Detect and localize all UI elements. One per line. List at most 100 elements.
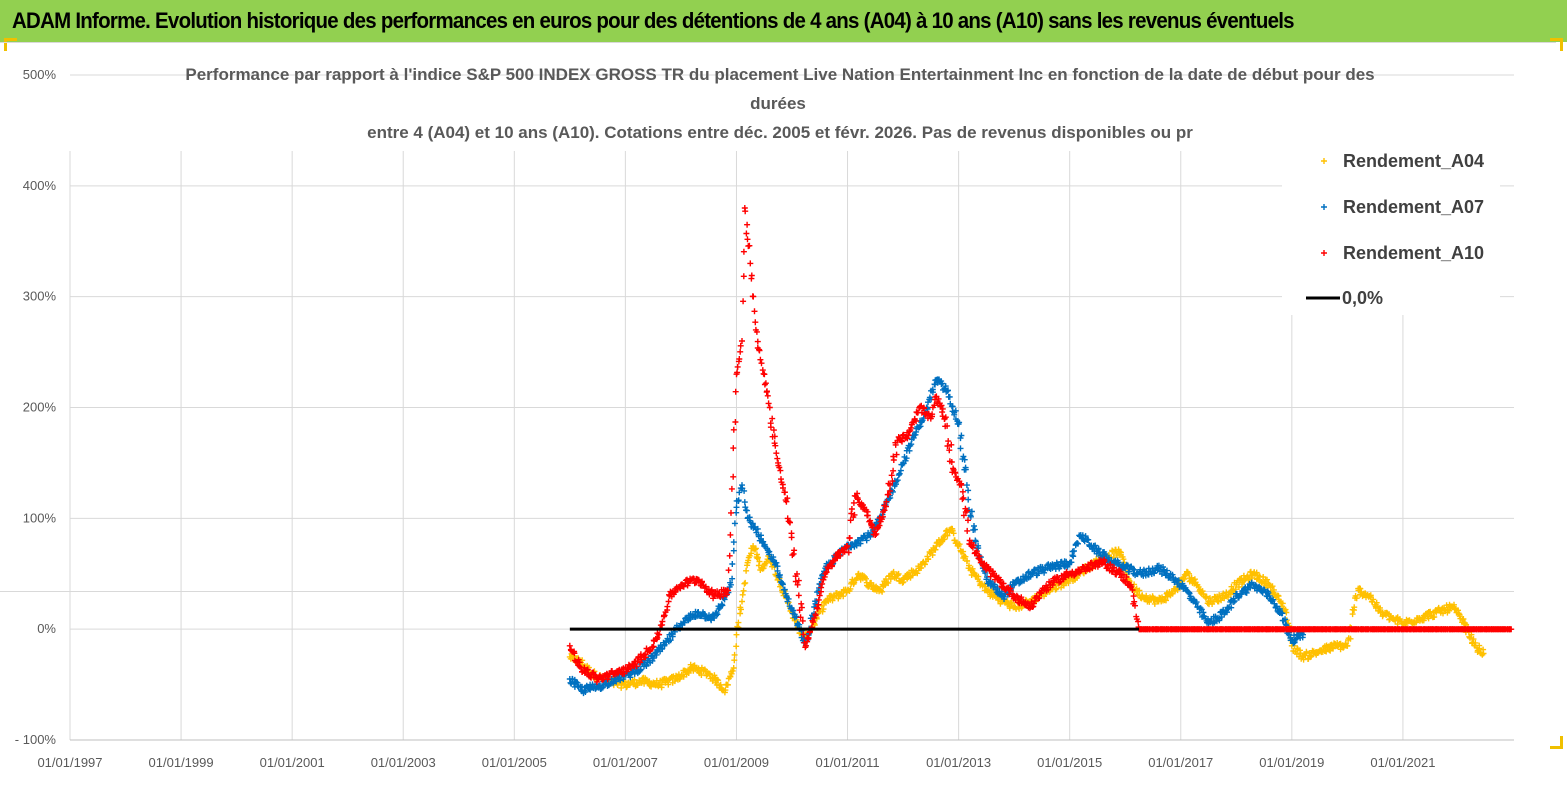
data-point (730, 445, 737, 452)
data-point (1373, 599, 1380, 606)
data-point (950, 530, 957, 537)
data-point (917, 423, 924, 430)
data-point (810, 619, 816, 625)
data-point (750, 293, 757, 300)
data-point (795, 592, 802, 599)
data-point (948, 459, 955, 465)
data-point (1168, 589, 1175, 596)
data-point (761, 371, 768, 378)
data-point (1472, 639, 1479, 646)
data-point (939, 405, 946, 412)
data-point (957, 445, 964, 452)
data-point (757, 356, 764, 363)
data-point (846, 535, 853, 541)
data-point (960, 494, 967, 501)
data-point (1018, 594, 1025, 601)
data-point (932, 546, 939, 553)
legend: Rendement_A04 Rendement_A07 Rendement_A10 0… (1282, 143, 1500, 315)
header-banner: ADAM Informe. Evolution historique des p… (0, 0, 1567, 42)
data-point (1182, 584, 1189, 591)
legend-label: 0,0% (1342, 288, 1383, 308)
data-point (801, 639, 808, 646)
data-point (964, 527, 971, 534)
data-point (987, 573, 994, 580)
data-point (850, 499, 857, 506)
data-point (643, 663, 650, 669)
data-point (782, 590, 789, 597)
data-point (1431, 614, 1438, 620)
data-point (952, 470, 959, 476)
data-point (566, 642, 573, 649)
data-point (825, 565, 832, 572)
data-point (1193, 599, 1200, 606)
chart-title-line-2: durées (750, 94, 806, 113)
data-point (893, 451, 900, 458)
data-point (773, 450, 780, 457)
scatter-chart: - 100%0%100%200%300%400%500% 01/01/1997 0… (0, 65, 1515, 770)
data-point (665, 598, 672, 605)
x-tick-label: 01/01/2001 (260, 755, 325, 770)
data-point (631, 670, 638, 677)
data-point (1009, 591, 1016, 598)
data-point (737, 348, 744, 355)
data-point (1036, 595, 1043, 602)
data-point (971, 523, 977, 529)
data-point (1041, 569, 1048, 576)
data-point (1049, 582, 1056, 588)
data-point (961, 456, 968, 463)
data-point (729, 575, 736, 582)
data-point (939, 380, 946, 387)
y-tick-label: 0% (37, 621, 56, 636)
data-point (732, 388, 739, 395)
data-point (1459, 617, 1466, 623)
legend-label: Rendement_A07 (1343, 197, 1484, 217)
data-point (798, 604, 805, 611)
data-point (782, 489, 788, 496)
data-point (736, 489, 743, 496)
data-point (971, 526, 978, 533)
data-point (752, 546, 758, 553)
data-point (740, 587, 747, 594)
series-a07 (566, 376, 1306, 697)
data-point (975, 573, 982, 580)
data-point (1175, 577, 1182, 584)
y-tick-label: 300% (23, 289, 57, 304)
data-point (1455, 610, 1462, 617)
data-point (1132, 602, 1138, 609)
data-point (646, 648, 653, 655)
data-point (818, 584, 825, 591)
data-point (653, 651, 660, 658)
data-point (1053, 585, 1060, 592)
data-point (963, 558, 970, 564)
data-point (730, 426, 737, 433)
y-axis-ticks: - 100% 0% 100% 200% 300% 400% 500% (15, 67, 57, 747)
data-point (960, 548, 967, 555)
data-point (1070, 553, 1077, 560)
data-point (863, 575, 869, 582)
data-point (968, 508, 975, 515)
data-point (816, 592, 823, 599)
data-point (819, 580, 826, 587)
data-point (890, 467, 897, 474)
data-point (780, 485, 786, 491)
data-point (929, 552, 936, 558)
data-point (730, 547, 737, 554)
data-point (764, 388, 770, 395)
data-point (728, 485, 735, 492)
data-point (828, 563, 835, 570)
data-point (1427, 608, 1434, 615)
data-point (1085, 536, 1092, 543)
data-point (1468, 631, 1475, 638)
data-point (729, 667, 736, 674)
data-point (617, 677, 624, 684)
data-point (903, 455, 910, 462)
data-point (773, 559, 780, 566)
data-point (735, 619, 742, 626)
data-point (765, 400, 772, 407)
data-point (800, 631, 807, 638)
data-point (962, 466, 969, 473)
data-point (1460, 616, 1467, 622)
data-point (1006, 605, 1013, 612)
data-point (753, 328, 760, 335)
data-point (881, 507, 888, 514)
